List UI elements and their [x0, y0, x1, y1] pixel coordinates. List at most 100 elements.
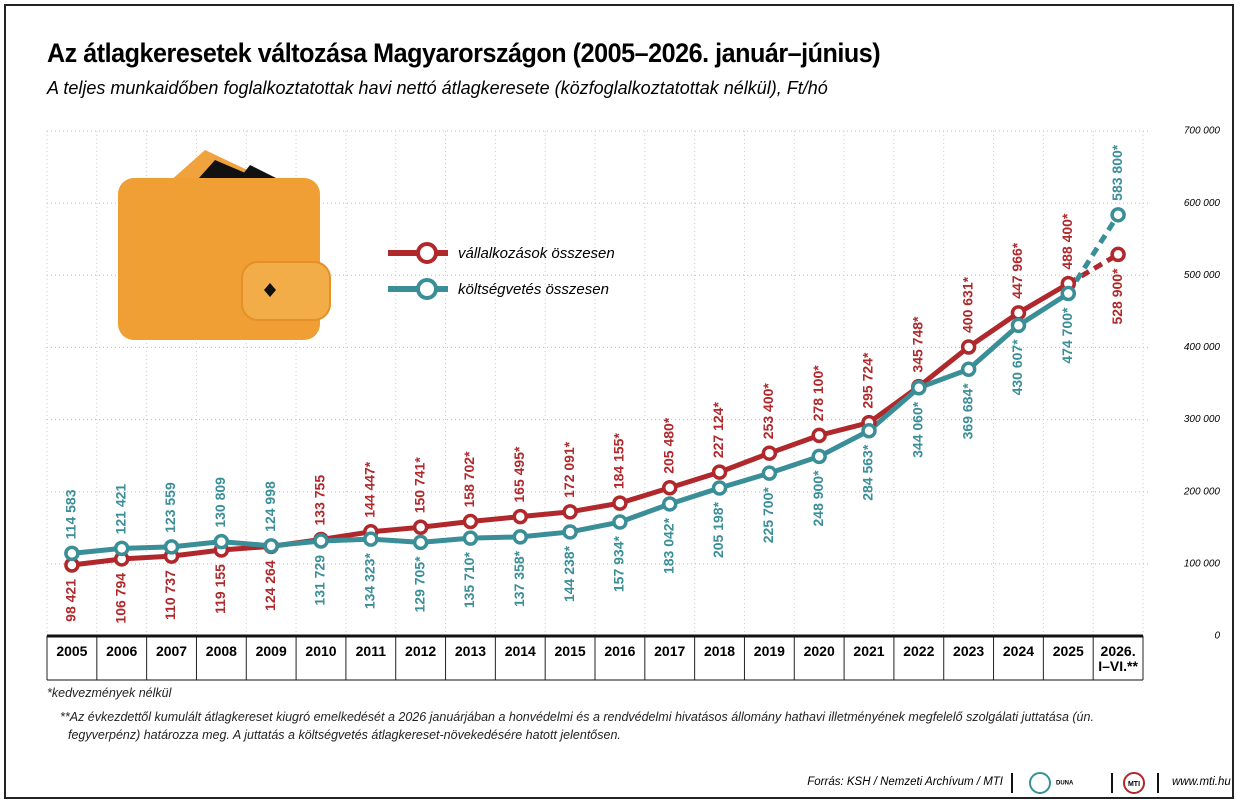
value-label: 123 559 — [162, 482, 178, 533]
x-tick-label: 2009 — [255, 643, 287, 659]
value-label: 130 809 — [212, 477, 228, 528]
point — [711, 480, 728, 496]
x-tick-label: 2008 — [205, 643, 237, 659]
point — [761, 465, 778, 481]
point — [562, 524, 578, 540]
point — [163, 539, 180, 555]
value-label: 157 934* — [611, 536, 627, 593]
y-tick-label: 300 000 — [1184, 414, 1221, 425]
source: Forrás: KSH / Nemzeti Archívum / MTI — [807, 776, 1003, 788]
series-line-dashed — [1066, 213, 1121, 295]
value-label: 430 607* — [1009, 339, 1025, 396]
x-tick-label: 2012 — [405, 643, 437, 659]
value-label: 284 563* — [860, 444, 876, 501]
chart-subtitle: A teljes munkaidőben foglalkoztatottak h… — [47, 78, 828, 98]
point — [113, 540, 130, 557]
point — [1110, 207, 1126, 223]
footnote: *kedvezmények nélkül — [47, 686, 172, 700]
x-tick-label: 2015 — [554, 643, 586, 659]
wallet-icon — [118, 150, 331, 340]
x-tick-label: 2025 — [1052, 643, 1084, 659]
value-label: 114 583 — [63, 489, 79, 539]
point — [612, 514, 628, 530]
value-label: 134 323* — [362, 553, 378, 610]
value-label: 137 358* — [511, 550, 527, 607]
y-tick-label: 0 — [1214, 631, 1220, 642]
duna-logo — [1029, 772, 1051, 794]
frame — [4, 4, 1234, 799]
value-label: 150 741* — [411, 457, 427, 514]
value-label: 248 900* — [810, 470, 826, 527]
value-label: 474 700* — [1059, 307, 1075, 364]
legend-label: költségvetés összesen — [458, 281, 609, 298]
point — [562, 504, 578, 520]
y-tick-label: 400 000 — [1184, 342, 1221, 353]
value-label: 205 198* — [710, 501, 726, 558]
point — [462, 530, 479, 546]
value-label: 98 421 — [63, 579, 79, 622]
y-tick-label: 200 000 — [1183, 486, 1221, 497]
value-label: 583 800* — [1109, 144, 1125, 201]
point — [1060, 285, 1077, 302]
value-label: 110 737 — [162, 570, 178, 620]
x-tick-label: 2007 — [155, 643, 188, 659]
point — [911, 380, 927, 396]
x-tick-label: 2021 — [853, 643, 885, 659]
value-label: 129 705* — [411, 556, 427, 613]
point — [1110, 246, 1126, 263]
value-label: 488 400* — [1059, 213, 1075, 270]
point — [462, 513, 479, 530]
point — [761, 445, 778, 461]
series-line-dashed — [1067, 252, 1120, 286]
point — [64, 545, 80, 562]
chart-title: Az átlagkeresetek változása Magyarország… — [47, 38, 881, 68]
value-label: 205 480* — [660, 417, 676, 474]
y-tick-label: 600 000 — [1184, 198, 1221, 209]
x-tick-label: 2013 — [454, 643, 487, 659]
x-tick-label: 2023 — [953, 643, 985, 659]
point — [960, 361, 977, 378]
value-label: 133 755 — [312, 475, 328, 526]
value-label: 295 724* — [860, 352, 876, 409]
value-label: 400 631* — [959, 276, 975, 333]
y-tick-label: 100 000 — [1184, 558, 1221, 569]
value-label: 106 794 — [112, 573, 128, 624]
point — [412, 534, 429, 551]
value-label: 124 264 — [262, 560, 278, 611]
value-label: 447 966* — [1009, 242, 1025, 299]
value-label: 144 238* — [561, 545, 577, 602]
value-label: 225 700* — [760, 487, 776, 544]
point — [612, 495, 628, 511]
value-label: 121 421 — [112, 484, 128, 535]
point — [811, 448, 827, 465]
x-tick-label: 2019 — [753, 643, 785, 659]
point — [213, 533, 230, 550]
value-label: 165 495* — [511, 446, 527, 503]
value-label: 184 155* — [611, 433, 627, 490]
x-tick-label: 2005 — [56, 643, 88, 659]
footnote: **Az évkezdettől kumulált átlagkereset k… — [60, 710, 1094, 742]
point — [1010, 305, 1027, 321]
duna-logo-text: DUNA — [1056, 781, 1074, 787]
legend-label: vállalkozások összesen — [458, 245, 615, 262]
x-tick-label: 2018 — [703, 643, 736, 659]
value-label: 345 748* — [910, 316, 926, 373]
point — [313, 533, 329, 549]
value-label: 144 447* — [362, 461, 378, 518]
point — [363, 531, 379, 547]
point — [960, 339, 977, 355]
value-label: 135 710* — [461, 552, 477, 609]
value-label: 253 400* — [760, 383, 776, 440]
x-tick-label: 2020 — [803, 643, 835, 659]
y-tick-label: 700 000 — [1184, 126, 1221, 137]
point — [661, 480, 678, 496]
value-label: 369 684* — [959, 383, 975, 440]
x-tick-label: 2006 — [106, 643, 138, 659]
value-label: 131 729 — [312, 555, 328, 606]
point — [412, 519, 429, 536]
x-tick-label: 2014 — [504, 643, 536, 659]
legend: vállalkozások összesen költségvetés össz… — [388, 242, 615, 300]
value-label: 124 998 — [262, 481, 278, 532]
